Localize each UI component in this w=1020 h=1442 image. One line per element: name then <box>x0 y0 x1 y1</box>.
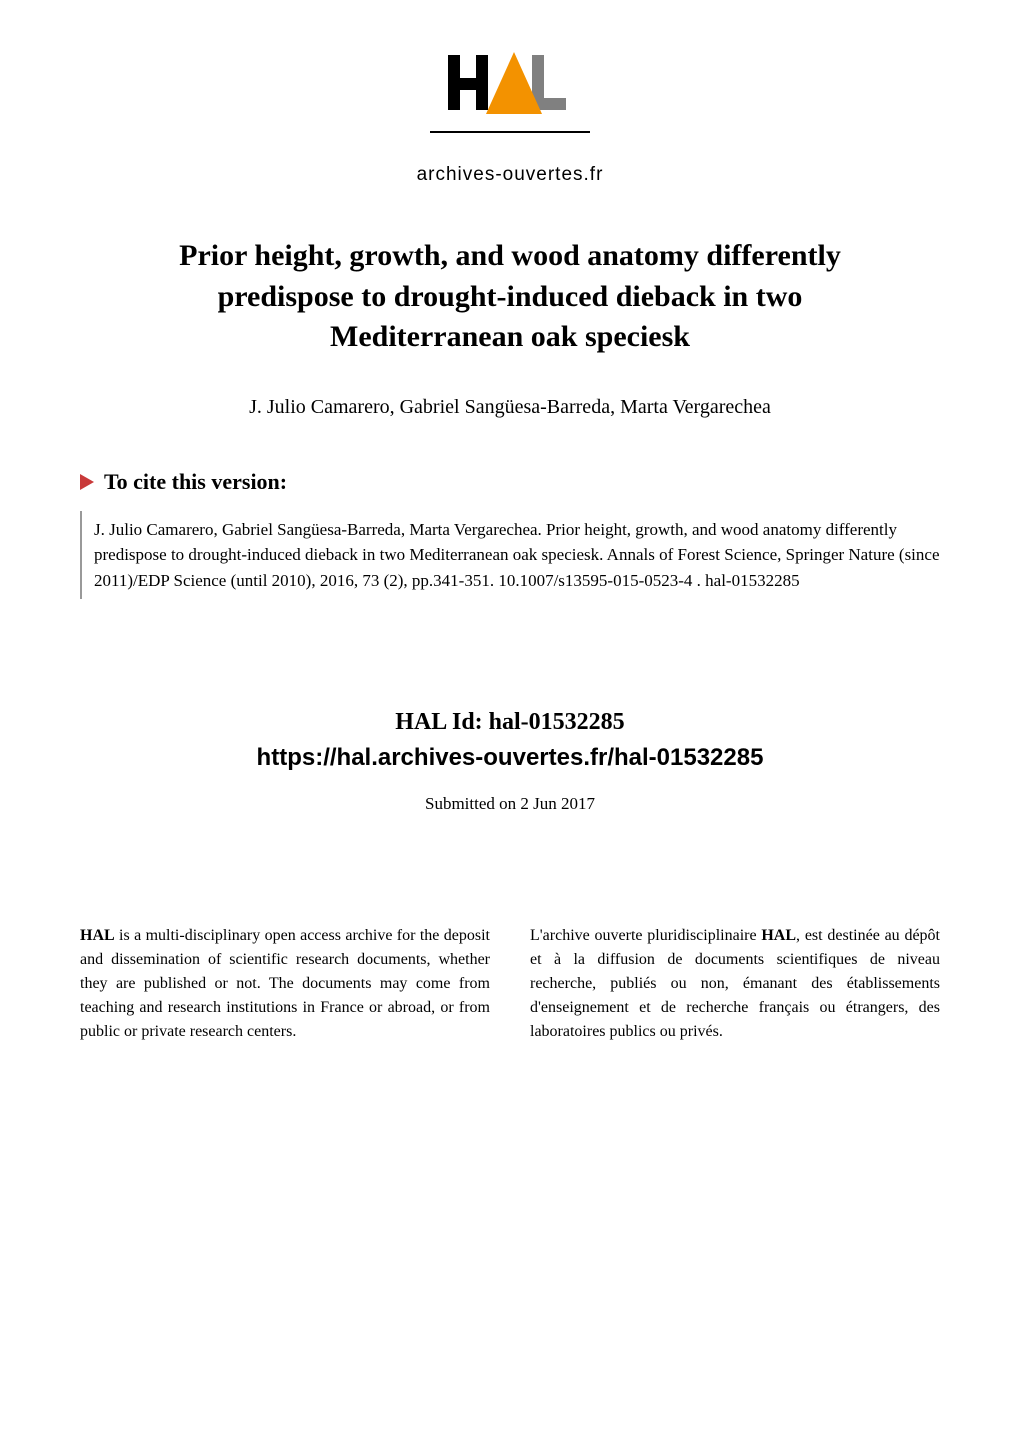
authors: J. Julio Camarero, Gabriel Sangüesa-Barr… <box>249 396 771 419</box>
disclaimer-left-bold: HAL <box>80 927 115 944</box>
disclaimer-right-text1: L'archive ouverte pluridisciplinaire <box>530 927 761 944</box>
hal-url[interactable]: https://hal.archives-ouvertes.fr/hal-015… <box>257 744 764 772</box>
logo-subtitle: archives-ouvertes.fr <box>417 164 604 186</box>
disclaimer-right: L'archive ouverte pluridisciplinaire HAL… <box>530 924 940 1044</box>
hal-logo-section: archives-ouvertes.fr <box>417 40 604 186</box>
citation-text: J. Julio Camarero, Gabriel Sangüesa-Barr… <box>80 511 940 600</box>
triangle-right-icon <box>80 474 94 490</box>
disclaimer-left: HAL is a multi-disciplinary open access … <box>80 924 490 1044</box>
hal-id: HAL Id: hal-01532285 <box>257 709 764 736</box>
disclaimer-section: HAL is a multi-disciplinary open access … <box>80 924 940 1044</box>
page-container: archives-ouvertes.fr Prior height, growt… <box>0 0 1020 1442</box>
title-line-2: predispose to drought-induced dieback in… <box>179 277 841 318</box>
submitted-date: Submitted on 2 Jun 2017 <box>257 794 764 814</box>
disclaimer-right-bold: HAL <box>761 927 796 944</box>
cite-section: To cite this version: J. Julio Camarero,… <box>80 469 940 600</box>
hal-logo-icon <box>430 40 590 160</box>
title-line-3: Mediterranean oak speciesk <box>179 317 841 358</box>
cite-header-text: To cite this version: <box>104 469 287 495</box>
hal-id-section: HAL Id: hal-01532285 https://hal.archive… <box>257 709 764 814</box>
title-section: Prior height, growth, and wood anatomy d… <box>179 236 841 358</box>
disclaimer-left-text: is a multi-disciplinary open access arch… <box>80 927 490 1040</box>
cite-header: To cite this version: <box>80 469 940 495</box>
title-line-1: Prior height, growth, and wood anatomy d… <box>179 236 841 277</box>
